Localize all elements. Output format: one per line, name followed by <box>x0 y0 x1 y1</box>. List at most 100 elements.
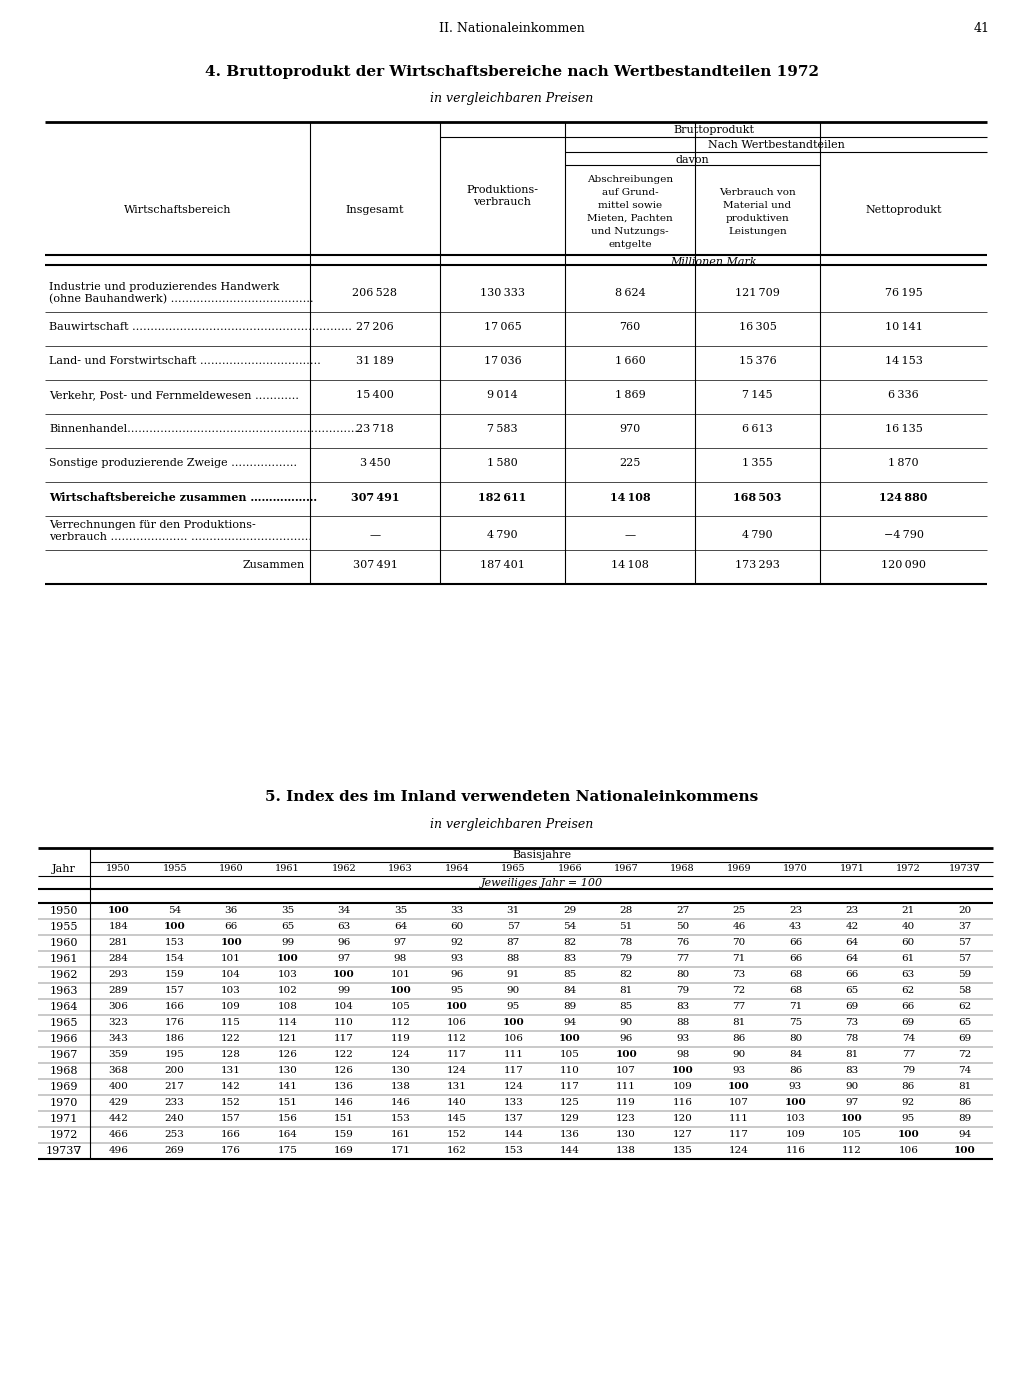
Text: 6 613: 6 613 <box>742 424 773 434</box>
Text: 1 660: 1 660 <box>614 356 645 365</box>
Text: 69: 69 <box>902 1018 915 1028</box>
Text: 64: 64 <box>845 953 858 963</box>
Text: 1966: 1966 <box>50 1035 78 1044</box>
Text: 86: 86 <box>788 1065 802 1075</box>
Text: 93: 93 <box>676 1035 689 1043</box>
Text: 54: 54 <box>563 923 577 931</box>
Text: 117: 117 <box>504 1065 523 1075</box>
Text: 62: 62 <box>902 986 915 995</box>
Text: Millionen Mark: Millionen Mark <box>670 258 757 267</box>
Text: 69: 69 <box>958 1035 972 1043</box>
Text: 63: 63 <box>337 923 350 931</box>
Text: 100: 100 <box>333 970 355 979</box>
Text: 93: 93 <box>788 1082 802 1091</box>
Text: 16 135: 16 135 <box>885 424 923 434</box>
Text: 101: 101 <box>390 970 411 979</box>
Text: 77: 77 <box>676 953 689 963</box>
Text: 173 293: 173 293 <box>735 560 780 570</box>
Text: 760: 760 <box>620 322 641 332</box>
Text: 1966: 1966 <box>557 864 582 874</box>
Text: 59: 59 <box>958 970 972 979</box>
Text: 129: 129 <box>560 1114 580 1123</box>
Text: 90: 90 <box>732 1050 745 1058</box>
Text: 141: 141 <box>278 1082 297 1091</box>
Text: 100: 100 <box>841 1114 863 1123</box>
Text: Insgesamt: Insgesamt <box>346 204 404 216</box>
Text: —: — <box>625 531 636 540</box>
Text: 161: 161 <box>390 1130 411 1140</box>
Text: 105: 105 <box>560 1050 580 1058</box>
Text: 72: 72 <box>958 1050 972 1058</box>
Text: 73: 73 <box>732 970 745 979</box>
Text: 37: 37 <box>958 923 972 931</box>
Text: 78: 78 <box>620 938 633 946</box>
Text: Sonstige produzierende Zweige ………………: Sonstige produzierende Zweige ……………… <box>49 458 297 468</box>
Text: 109: 109 <box>221 1002 241 1011</box>
Text: 79: 79 <box>676 986 689 995</box>
Text: 1963: 1963 <box>50 986 78 995</box>
Text: 186: 186 <box>165 1035 184 1043</box>
Text: 15 400: 15 400 <box>356 391 394 400</box>
Text: 135: 135 <box>673 1147 692 1155</box>
Text: 217: 217 <box>165 1082 184 1091</box>
Text: und Nutzungs-: und Nutzungs- <box>591 227 669 237</box>
Text: 116: 116 <box>673 1098 692 1107</box>
Text: 107: 107 <box>729 1098 749 1107</box>
Text: 1955: 1955 <box>163 864 187 874</box>
Text: 323: 323 <box>109 1018 128 1028</box>
Text: 93: 93 <box>732 1065 745 1075</box>
Text: 7 145: 7 145 <box>742 391 773 400</box>
Text: 106: 106 <box>898 1147 919 1155</box>
Text: 93: 93 <box>451 953 464 963</box>
Text: verbrauch ………………… ……………………………: verbrauch ………………… …………………………… <box>49 532 312 542</box>
Text: 84: 84 <box>788 1050 802 1058</box>
Text: 79: 79 <box>620 953 633 963</box>
Text: 57: 57 <box>958 953 972 963</box>
Text: 77: 77 <box>902 1050 915 1058</box>
Text: 14 108: 14 108 <box>611 560 649 570</box>
Text: 100: 100 <box>503 1018 524 1028</box>
Text: 65: 65 <box>958 1018 972 1028</box>
Text: 100: 100 <box>220 938 242 946</box>
Text: 40: 40 <box>902 923 915 931</box>
Text: 116: 116 <box>785 1147 806 1155</box>
Text: 1973∇: 1973∇ <box>46 1147 82 1156</box>
Text: 25: 25 <box>732 906 745 916</box>
Text: 98: 98 <box>676 1050 689 1058</box>
Text: 103: 103 <box>278 970 297 979</box>
Text: 125: 125 <box>560 1098 580 1107</box>
Text: 7 583: 7 583 <box>487 424 518 434</box>
Text: 1950: 1950 <box>105 864 130 874</box>
Text: 85: 85 <box>563 970 577 979</box>
Text: 1962: 1962 <box>332 864 356 874</box>
Text: 23: 23 <box>788 906 802 916</box>
Text: 126: 126 <box>334 1065 354 1075</box>
Text: 64: 64 <box>845 938 858 946</box>
Text: 50: 50 <box>676 923 689 931</box>
Text: 72: 72 <box>732 986 745 995</box>
Text: 34: 34 <box>337 906 350 916</box>
Text: 114: 114 <box>278 1018 297 1028</box>
Text: 145: 145 <box>446 1114 467 1123</box>
Text: 96: 96 <box>337 938 350 946</box>
Text: 85: 85 <box>620 1002 633 1011</box>
Text: 23 718: 23 718 <box>356 424 394 434</box>
Text: 176: 176 <box>165 1018 184 1028</box>
Text: 3 450: 3 450 <box>359 458 390 468</box>
Text: 970: 970 <box>620 424 641 434</box>
Text: 1964: 1964 <box>444 864 469 874</box>
Text: 1971: 1971 <box>840 864 864 874</box>
Text: 21: 21 <box>902 906 915 916</box>
Text: 100: 100 <box>389 986 412 995</box>
Text: 95: 95 <box>902 1114 915 1123</box>
Text: 1967: 1967 <box>613 864 639 874</box>
Text: 1972: 1972 <box>896 864 921 874</box>
Text: 71: 71 <box>732 953 745 963</box>
Text: 81: 81 <box>620 986 633 995</box>
Text: 154: 154 <box>165 953 184 963</box>
Text: 29: 29 <box>563 906 577 916</box>
Text: 1964: 1964 <box>50 1002 78 1012</box>
Text: 100: 100 <box>897 1130 920 1140</box>
Text: 1973∇: 1973∇ <box>949 864 981 874</box>
Text: 144: 144 <box>560 1147 580 1155</box>
